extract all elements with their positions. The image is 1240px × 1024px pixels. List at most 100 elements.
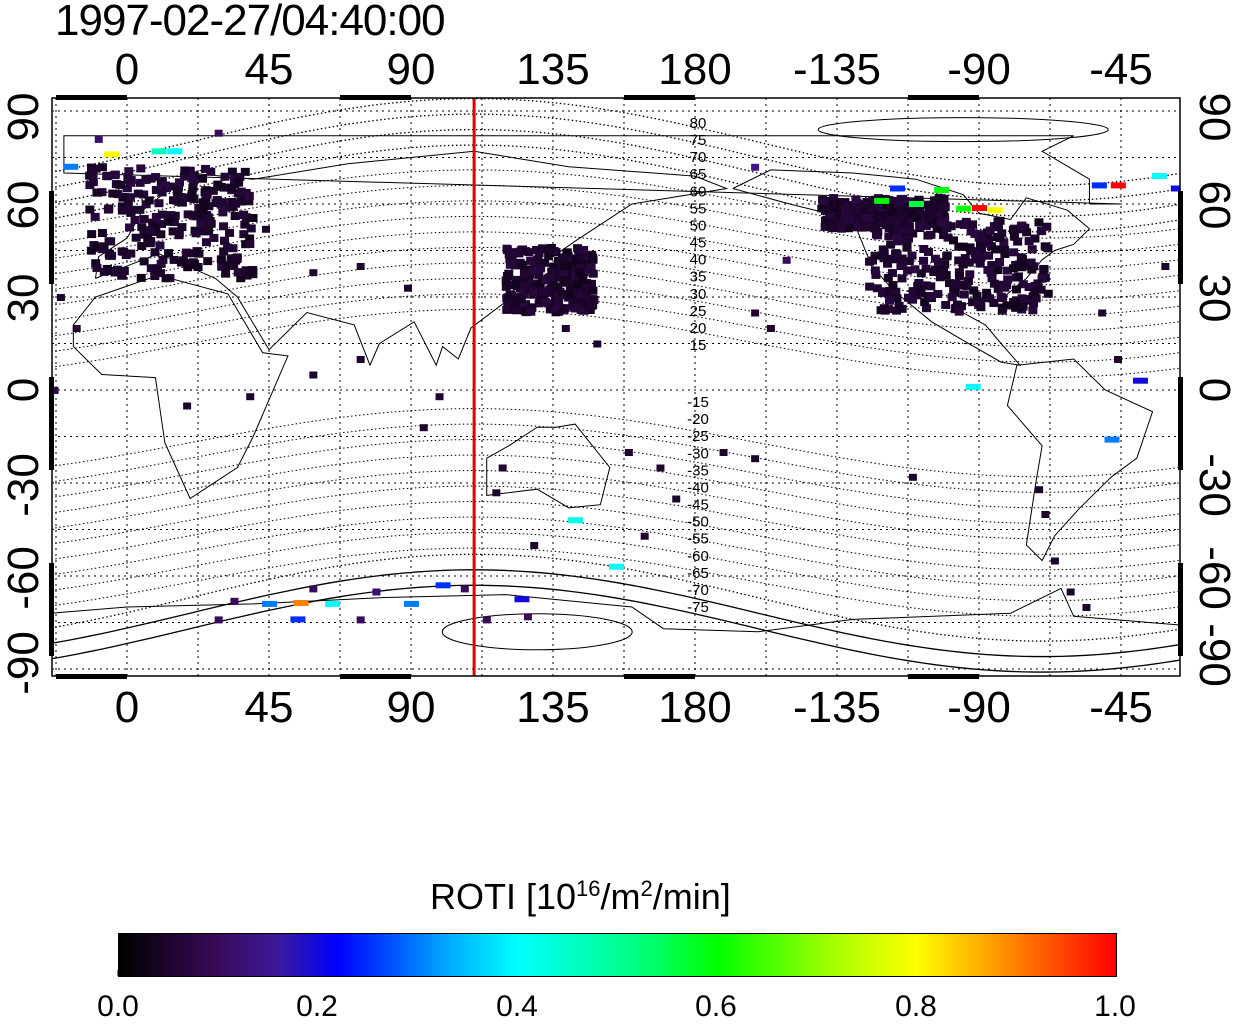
- roti-cell: [94, 135, 103, 143]
- roti-cell: [572, 258, 582, 267]
- lat-tick-right: -60: [1190, 546, 1239, 610]
- roti-cell: [965, 383, 981, 390]
- roti-cell: [609, 563, 625, 570]
- roti-cell: [891, 287, 901, 296]
- roti-cell: [983, 265, 993, 274]
- lat-tick-right: -90: [1190, 623, 1239, 687]
- roti-cell: [519, 300, 529, 309]
- roti-cell: [518, 260, 528, 269]
- roti-cell: [975, 239, 985, 248]
- roti-cell: [949, 285, 959, 294]
- roti-cell: [843, 224, 853, 233]
- magnetic-latitude-contour: [52, 277, 1180, 348]
- roti-cell: [135, 178, 145, 187]
- lon-tick-bottom: -90: [947, 683, 1011, 732]
- roti-cell: [504, 293, 514, 302]
- roti-cell: [1008, 225, 1018, 234]
- contour-label: 30: [690, 286, 707, 303]
- colorbar-tick: 0.2: [296, 990, 338, 1023]
- axis-bar: [49, 377, 54, 470]
- roti-cell: [248, 270, 258, 279]
- contour-label: 55: [690, 200, 707, 217]
- roti-cell: [1034, 218, 1044, 227]
- roti-cell: [766, 325, 775, 332]
- roti-cell: [157, 210, 167, 219]
- roti-cell: [546, 243, 556, 252]
- roti-cell: [119, 266, 129, 275]
- roti-cell: [510, 261, 520, 270]
- roti-cell: [883, 259, 893, 268]
- roti-cell: [1030, 289, 1040, 298]
- roti-cell: [904, 234, 914, 243]
- roti-cell: [889, 206, 899, 215]
- roti-cell: [169, 218, 179, 227]
- roti-cell: [574, 267, 584, 276]
- roti-cell: [356, 616, 365, 624]
- lon-tick-bottom: 180: [658, 683, 732, 732]
- roti-cell: [868, 222, 878, 231]
- roti-cell: [225, 228, 235, 237]
- roti-cell: [908, 229, 918, 238]
- roti-cell: [199, 227, 209, 236]
- roti-cell: [934, 224, 944, 233]
- roti-cell: [156, 259, 166, 268]
- roti-cell: [580, 287, 590, 296]
- roti-cell: [1037, 274, 1047, 283]
- roti-cell: [588, 253, 598, 262]
- magnetic-pole-contour: [441, 613, 633, 651]
- roti-cell: [167, 148, 183, 155]
- roti-cell: [983, 239, 993, 248]
- roti-cell: [130, 215, 140, 224]
- roti-cell: [1020, 295, 1030, 304]
- roti-cell: [150, 227, 160, 236]
- lon-tick-bottom: 45: [244, 683, 294, 732]
- roti-cell: [586, 279, 596, 288]
- roti-cell: [991, 245, 1001, 254]
- roti-cell: [1000, 245, 1010, 254]
- coastline-antarctica: [52, 587, 1180, 633]
- roti-cell: [819, 198, 829, 207]
- contour-label: -15: [687, 394, 709, 411]
- roti-cell: [404, 284, 412, 292]
- magnetic-latitude-contour: [52, 293, 1180, 363]
- roti-cell: [146, 264, 156, 273]
- roti-cell: [174, 229, 184, 238]
- roti-cell: [139, 190, 149, 199]
- roti-cell: [993, 284, 1003, 293]
- roti-cell: [951, 279, 961, 288]
- axis-bar: [908, 674, 979, 679]
- roti-cell: [924, 215, 934, 224]
- roti-cell: [954, 272, 964, 281]
- roti-cell: [133, 189, 143, 198]
- roti-cell: [908, 201, 924, 207]
- roti-cell: [897, 274, 907, 283]
- magnetic-latitude-contour: [52, 547, 1180, 617]
- roti-cell: [1029, 299, 1039, 308]
- roti-cell: [88, 178, 98, 187]
- roti-cell: [1104, 436, 1120, 443]
- roti-cell: [926, 230, 936, 239]
- contour-label: 20: [690, 320, 707, 337]
- roti-cell: [999, 238, 1009, 247]
- roti-cell: [521, 307, 531, 316]
- roti-cell: [941, 300, 951, 309]
- roti-cell: [879, 254, 889, 263]
- roti-cell: [989, 279, 999, 288]
- lon-tick-bottom: 135: [516, 683, 590, 732]
- roti-cell: [1018, 280, 1028, 289]
- roti-cell: [226, 254, 236, 263]
- roti-cell: [1042, 222, 1052, 231]
- lat-tick-left: 60: [0, 180, 48, 230]
- roti-cell: [90, 212, 100, 221]
- roti-cell: [535, 264, 545, 273]
- roti-cell: [240, 220, 250, 229]
- axis-bar: [1178, 563, 1183, 656]
- colorbar-title-text: ROTI [10: [430, 876, 577, 917]
- roti-cell: [177, 223, 187, 232]
- roti-cell: [219, 222, 229, 231]
- roti-cell: [72, 325, 81, 332]
- roti-cell: [861, 223, 871, 232]
- roti-cell: [996, 292, 1006, 301]
- roti-cell: [903, 266, 913, 275]
